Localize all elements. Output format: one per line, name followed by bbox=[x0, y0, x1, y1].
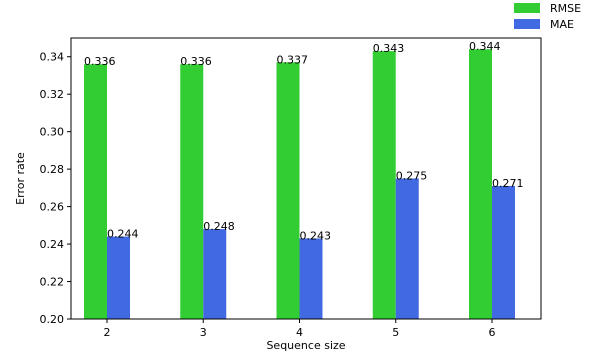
bar-rmse-3 bbox=[180, 64, 204, 319]
legend-swatch-mae bbox=[514, 19, 540, 29]
bar-rmse-4 bbox=[276, 62, 300, 319]
data-label-rmse-6: 0.344 bbox=[469, 40, 501, 53]
bars-layer bbox=[84, 49, 515, 320]
x-tick-label: 3 bbox=[200, 326, 207, 339]
data-label-mae-2: 0.244 bbox=[107, 228, 139, 241]
y-tick-label: 0.34 bbox=[40, 51, 65, 64]
data-label-mae-6: 0.271 bbox=[492, 177, 524, 190]
x-axis-label: Sequence size bbox=[266, 339, 345, 352]
y-tick-label: 0.30 bbox=[40, 126, 65, 139]
bar-rmse-2 bbox=[84, 64, 107, 319]
legend: RMSE MAE bbox=[514, 2, 581, 31]
y-tick-label: 0.32 bbox=[40, 88, 65, 101]
y-tick-label: 0.26 bbox=[40, 201, 65, 214]
data-label-mae-3: 0.248 bbox=[203, 220, 235, 233]
x-tick-label: 2 bbox=[104, 326, 111, 339]
y-tick-label: 0.22 bbox=[40, 276, 65, 289]
data-label-mae-5: 0.275 bbox=[396, 170, 428, 183]
bar-mae-2 bbox=[107, 236, 130, 319]
bar-mae-3 bbox=[203, 229, 227, 319]
plot-area-frame bbox=[70, 37, 542, 320]
x-axis: 2 3 4 5 6 bbox=[104, 319, 496, 339]
bar-rmse-6 bbox=[469, 49, 492, 320]
data-label-rmse-2: 0.336 bbox=[84, 55, 116, 68]
x-tick-label: 6 bbox=[489, 326, 496, 339]
data-label-rmse-3: 0.336 bbox=[180, 55, 212, 68]
bar-mae-6 bbox=[492, 185, 515, 319]
y-axis-label: Error rate bbox=[14, 152, 27, 205]
y-tick-label: 0.28 bbox=[40, 163, 65, 176]
data-label-mae-4: 0.243 bbox=[300, 229, 332, 242]
legend-label-mae: MAE bbox=[550, 18, 574, 31]
data-label-rmse-5: 0.343 bbox=[373, 42, 405, 55]
y-axis: 0.20 0.22 0.24 0.26 0.28 0.30 0.32 0.34 bbox=[40, 51, 71, 326]
x-tick-label: 5 bbox=[392, 326, 399, 339]
legend-label-rmse: RMSE bbox=[550, 2, 581, 15]
bar-mae-5 bbox=[395, 178, 419, 319]
y-tick-label: 0.24 bbox=[40, 238, 65, 251]
y-tick-label: 0.20 bbox=[40, 313, 65, 326]
x-tick-label: 4 bbox=[296, 326, 303, 339]
bar-mae-4 bbox=[299, 238, 323, 319]
bar-rmse-5 bbox=[372, 51, 396, 319]
legend-swatch-rmse bbox=[514, 3, 540, 13]
data-labels-layer: 0.336 0.336 0.337 0.343 0.344 0.244 0.248 0.243… bbox=[84, 40, 524, 242]
data-label-rmse-4: 0.337 bbox=[277, 53, 309, 66]
